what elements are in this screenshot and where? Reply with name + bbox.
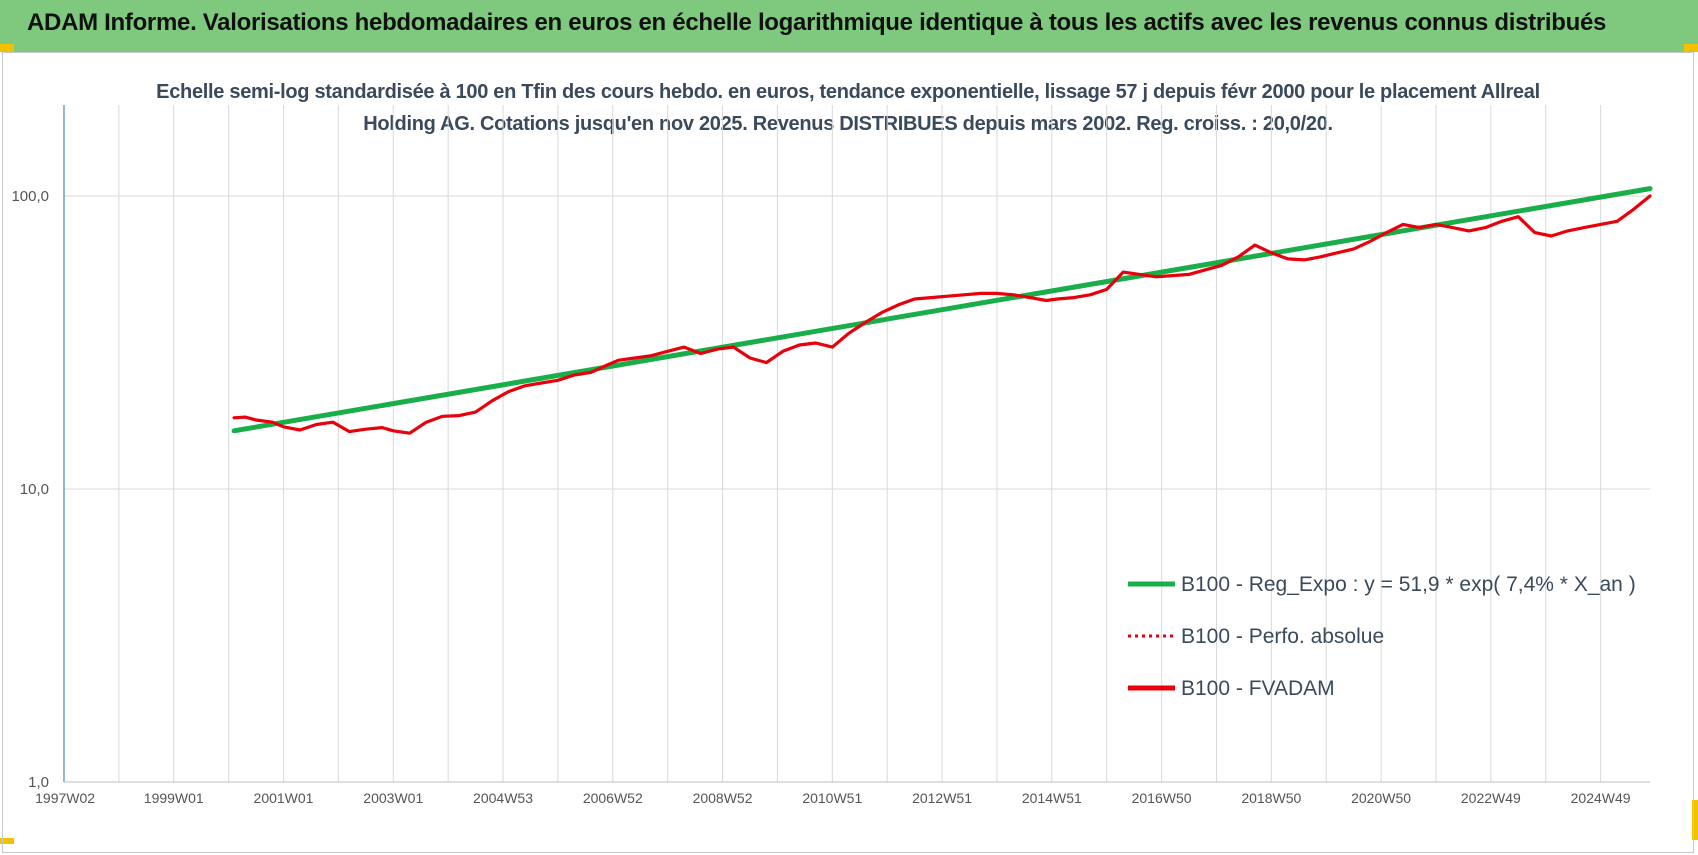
x-tick-labels: 1997W02 1999W01 2001W01 2003W01 2004W53 2006W…: [35, 790, 1631, 806]
legend-label: B100 - Reg_Expo : y = 51,9 * exp( 7,4% *…: [1181, 573, 1636, 596]
axes: [63, 105, 1650, 783]
x-tick-label: 1999W01: [144, 790, 204, 806]
chart-frame: [2, 52, 1694, 853]
x-tick-label: 2003W01: [363, 790, 423, 806]
series-line: [231, 186, 1653, 434]
legend-label: B100 - Perfo. absolue: [1181, 625, 1384, 648]
x-tick-label: 2020W50: [1351, 790, 1411, 806]
x-tick-label: 2001W01: [254, 790, 314, 806]
x-tick-label: 2022W49: [1461, 790, 1521, 806]
grid-lines: [64, 105, 1650, 783]
corner-marker-bottom-right: [1692, 800, 1698, 840]
series-lines: [231, 186, 1653, 435]
chart-title: Echelle semi-log standardisée à 100 en T…: [156, 81, 1540, 135]
legend-label: B100 - FVADAM: [1181, 677, 1335, 700]
banner-title: ADAM Informe. Valorisations hebdomadaire…: [27, 9, 1607, 36]
corner-marker-top-right: [1684, 44, 1698, 52]
x-tick-label: 2010W51: [802, 790, 862, 806]
header-banner: ADAM Informe. Valorisations hebdomadaire…: [0, 0, 1698, 52]
x-tick-label: 1997W02: [35, 790, 95, 806]
corner-marker-top-left: [0, 44, 14, 52]
y-tick-label: 10,0: [20, 481, 49, 498]
x-tick-label: 2012W51: [912, 790, 972, 806]
corner-marker-bottom-left: [0, 838, 14, 844]
x-tick-label: 2008W52: [693, 790, 753, 806]
x-tick-label: 2016W50: [1132, 790, 1192, 806]
x-tick-label: 2006W52: [583, 790, 643, 806]
y-tick-label: 1,0: [28, 774, 49, 791]
x-tick-label: 2014W51: [1022, 790, 1082, 806]
y-tick-labels: 1,0 10,0 100,0: [11, 188, 49, 791]
x-tick-label: 2024W49: [1571, 790, 1631, 806]
legend: B100 - Reg_Expo : y = 51,9 * exp( 7,4% *…: [1128, 573, 1636, 700]
x-tick-label: 2004W53: [473, 790, 533, 806]
series-line: [232, 194, 1652, 435]
x-tick-label: 2018W50: [1241, 790, 1301, 806]
y-tick-label: 100,0: [11, 188, 49, 205]
